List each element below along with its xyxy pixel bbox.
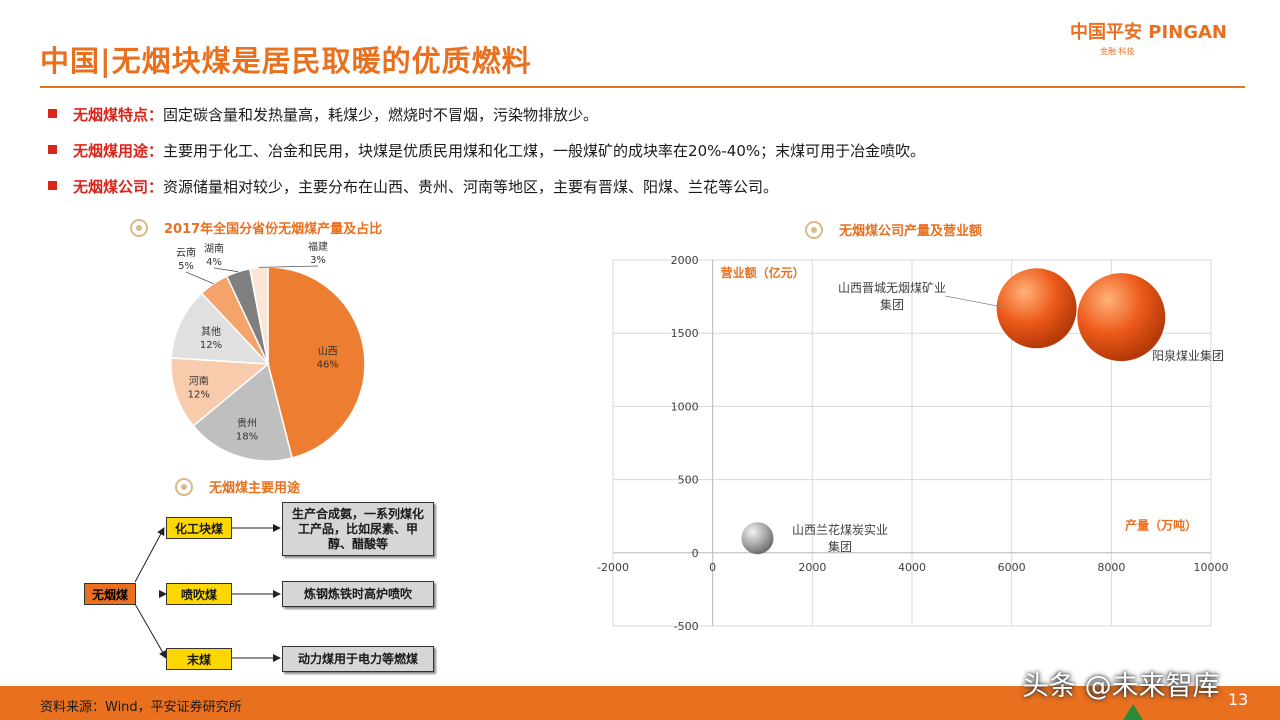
bullet-square-icon xyxy=(48,109,57,118)
title-divider xyxy=(40,86,1245,88)
flow-use-chemical: 生产合成氨，一系列煤化工产品，比如尿素、甲醇、醋酸等 xyxy=(282,502,434,556)
bubble-chart: -2000 0 2000 4000 6000 8000 10000 -500 0 500 1000 1… xyxy=(597,254,1229,633)
pie-value-label: 3% xyxy=(310,255,326,266)
logo-text: 中国平安 PINGAN xyxy=(1070,22,1227,43)
x-tick-label: 6000 xyxy=(998,561,1026,574)
pie-label: 福建 xyxy=(308,240,328,253)
y-tick-label: 2000 xyxy=(671,254,699,267)
flow-section-title: 无烟煤主要用途 xyxy=(175,477,300,498)
pie-value-label: 46% xyxy=(317,360,339,371)
pie-label: 云南 xyxy=(176,246,196,259)
pingan-logo: 中国平安 PINGAN 金融·科技 xyxy=(1070,18,1227,57)
pie-leader-line xyxy=(185,271,214,285)
page-title: 中国|无烟块煤是居民取暖的优质燃料 xyxy=(40,44,532,78)
bullet-label: 无烟煤用途： xyxy=(73,142,164,160)
x-tick-label: -2000 xyxy=(597,561,629,574)
flow-branch-fines: 末煤 xyxy=(166,648,232,670)
x-tick-label: 8000 xyxy=(1097,561,1125,574)
pie-slice-3 xyxy=(170,357,270,427)
y-tick-label: 1000 xyxy=(671,400,699,413)
pie-value-label: 4% xyxy=(206,257,222,268)
pie-chart: 山西 46% 贵州 18% 河南 12% 其他 12% 云南 5% 湖南 4% 福建 3% xyxy=(170,240,366,462)
page-number: 13 xyxy=(1228,690,1249,709)
pie-label: 湖南 xyxy=(204,242,224,255)
corner-triangle-icon xyxy=(1123,704,1143,720)
section-circle-icon xyxy=(805,220,823,239)
source-note: 资料来源：Wind，平安证券研究所 xyxy=(40,700,242,715)
bubble-section-title: 无烟煤公司产量及营业额 xyxy=(805,220,982,241)
flow-use-fines: 动力煤用于电力等燃煤 xyxy=(282,646,434,672)
bubble-label: 集团 xyxy=(880,297,904,312)
bullet-text: 资源储量相对较少，主要分布在山西、贵州、河南等地区，主要有晋煤、阳煤、兰花等公司… xyxy=(163,178,779,196)
pie-value-label: 5% xyxy=(178,261,194,272)
bullet-square-icon xyxy=(48,145,57,154)
flow-branch-injection: 喷吹煤 xyxy=(166,583,232,605)
section-circle-icon xyxy=(175,477,193,496)
x-tick-label: 10000 xyxy=(1194,561,1229,574)
pie-value-label: 18% xyxy=(236,432,258,443)
x-axis-title: 产量（万吨） xyxy=(1125,517,1197,532)
flow-use-injection: 炼钢炼铁时高炉喷吹 xyxy=(282,581,434,607)
y-tick-label: 500 xyxy=(678,474,699,487)
flow-root-box: 无烟煤 xyxy=(84,583,136,605)
y-tick-label: -500 xyxy=(674,620,699,633)
x-tick-label: 0 xyxy=(709,561,716,574)
flow-branch-chemical: 化工块煤 xyxy=(166,517,232,539)
y-tick-label: 0 xyxy=(692,547,699,560)
pie-value-label: 12% xyxy=(188,390,210,401)
pie-slice-1 xyxy=(267,266,366,459)
pie-slice-4 xyxy=(170,292,270,365)
bullet-square-icon xyxy=(48,181,57,190)
pie-leader-line xyxy=(213,267,239,273)
pie-label: 其他 xyxy=(201,325,221,338)
y-tick-label: 1500 xyxy=(671,327,699,340)
x-tick-label: 4000 xyxy=(898,561,926,574)
bullet-label: 无烟煤特点： xyxy=(73,106,164,124)
pie-section-title: 2017年全国分省份无烟煤产量及占比 xyxy=(130,218,382,239)
flow-arrows xyxy=(134,524,281,662)
y-axis-title: 营业额（亿元） xyxy=(721,265,805,280)
logo-tagline: 金融·科技 xyxy=(1100,47,1135,56)
bubble-label: 阳泉煤业集团 xyxy=(1152,348,1224,363)
watermark: 头条 @未来智库 xyxy=(1022,671,1220,702)
bubble-3 xyxy=(1077,273,1166,362)
pie-label: 贵州 xyxy=(237,417,257,430)
bubble-label: 山西晋城无烟煤矿业 xyxy=(838,281,946,295)
bubble-label: 山西兰花煤炭实业 xyxy=(792,522,888,537)
pie-label: 河南 xyxy=(189,375,209,388)
pie-value-label: 12% xyxy=(200,340,222,351)
bullet-companies: 无烟煤公司：资源储量相对较少，主要分布在山西、贵州、河南等地区，主要有晋煤、阳煤… xyxy=(48,176,778,197)
bubble-label: 集团 xyxy=(828,539,852,554)
pie-leader-line xyxy=(258,265,319,268)
bubble-leader-line xyxy=(944,295,1009,309)
bubble-2 xyxy=(996,268,1077,349)
footer-bar xyxy=(0,686,1280,720)
bullet-label: 无烟煤公司： xyxy=(73,178,164,196)
bullet-text: 固定碳含量和发热量高，耗煤少，燃烧时不冒烟，污染物排放少。 xyxy=(163,106,599,124)
bubble-1 xyxy=(741,522,774,555)
bullet-feature: 无烟煤特点：固定碳含量和发热量高，耗煤少，燃烧时不冒烟，污染物排放少。 xyxy=(48,104,598,125)
pie-label: 山西 xyxy=(318,346,338,358)
bullet-text: 主要用于化工、冶金和民用，块煤是优质民用煤和化工煤，一般煤矿的成块率在20%-4… xyxy=(163,142,926,160)
x-tick-label: 2000 xyxy=(798,561,826,574)
bullet-usage: 无烟煤用途：主要用于化工、冶金和民用，块煤是优质民用煤和化工煤，一般煤矿的成块率… xyxy=(48,140,925,161)
pie-slice-2 xyxy=(192,362,294,462)
section-circle-icon xyxy=(130,218,148,237)
